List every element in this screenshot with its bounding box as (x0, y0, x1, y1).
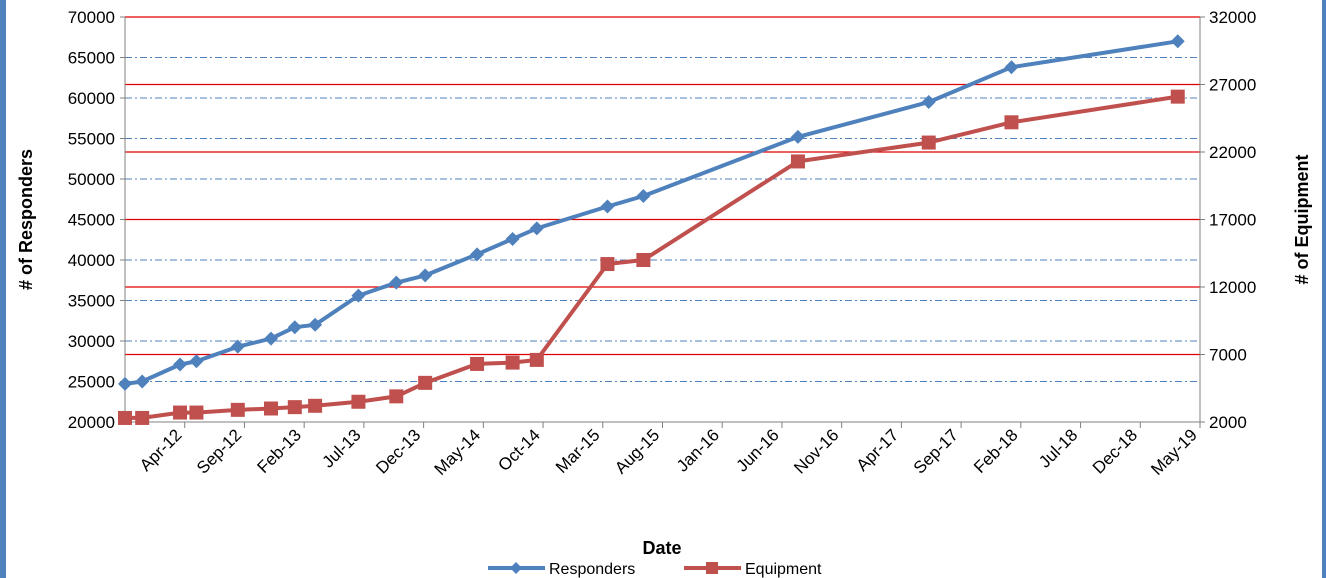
responders-point (1170, 34, 1185, 49)
series-line-equipment (125, 94, 1179, 420)
y-axis-left-title: # of Responders (16, 149, 36, 290)
left-tick-label: 70000 (68, 8, 115, 27)
left-tick-label: 45000 (68, 211, 115, 230)
y-axis-right-title: # of Equipment (1292, 154, 1312, 284)
series-layer (118, 34, 1185, 425)
x-tick-label: Sep-12 (193, 425, 245, 477)
right-tick-label: 7000 (1209, 346, 1247, 365)
left-tick-label: 40000 (68, 251, 115, 270)
x-tick-label: Oct-14 (494, 425, 544, 475)
left-tick-label: 55000 (68, 130, 115, 149)
equipment-point (173, 405, 188, 420)
equipment-point (287, 400, 302, 415)
x-tick-label: Apr-12 (136, 425, 186, 475)
equipment-point (118, 410, 132, 425)
right-tick-label: 22000 (1209, 143, 1256, 162)
responders-point (529, 221, 544, 236)
responders-point (351, 288, 366, 303)
legend-responders-label: Responders (549, 561, 635, 578)
legend: Responders Equipment (488, 561, 822, 578)
equipment-point (529, 352, 544, 367)
left-border-bar (0, 0, 6, 578)
responders-point (921, 95, 936, 110)
responders-point (389, 275, 404, 290)
x-tick-label: May-14 (431, 425, 485, 479)
left-tick-label: 25000 (68, 373, 115, 392)
right-border-bar (1322, 0, 1326, 578)
x-tick-label: Feb-13 (253, 425, 305, 477)
equipment-point (351, 394, 366, 409)
responders-point (230, 339, 245, 354)
equipment-point (921, 135, 936, 150)
equipment-point (389, 389, 404, 404)
left-tick-label: 35000 (68, 292, 115, 311)
responders-point (308, 317, 323, 332)
equipment-point (600, 257, 615, 272)
responders-point (263, 331, 278, 346)
equipment-point (230, 402, 245, 417)
equipment-point (308, 398, 323, 413)
x-tick-label: Dec-13 (372, 425, 424, 477)
equipment-point (790, 154, 805, 169)
responders-point (189, 354, 204, 369)
responders-point (636, 189, 651, 204)
legend-responders-marker (510, 562, 522, 574)
equipment-point (263, 401, 278, 416)
right-tick-label: 32000 (1209, 8, 1256, 27)
right-tick-label: 27000 (1209, 76, 1256, 95)
x-tick-label: Sep-17 (910, 425, 962, 477)
x-tick-label: Jan-16 (673, 425, 723, 475)
responders-point (790, 129, 805, 144)
responders-point (470, 247, 485, 262)
x-tick-label: Dec-18 (1089, 425, 1141, 477)
x-tick-label: Nov-16 (790, 425, 842, 477)
legend-equipment-label: Equipment (745, 561, 822, 578)
equipment-point (189, 405, 204, 420)
x-tick-label: Jun-16 (733, 425, 783, 475)
responders-point (135, 374, 150, 389)
x-tick-label: Feb-18 (970, 425, 1022, 477)
series-line-responders (124, 39, 1179, 386)
equipment-point (505, 355, 520, 370)
x-tick-label: Aug-15 (611, 425, 663, 477)
equipment-point (470, 356, 485, 371)
label-layer: # of Responders # of Equipment Date (16, 149, 1312, 558)
x-tick-label: Mar-15 (552, 425, 604, 477)
responders-point (418, 268, 433, 283)
x-tick-label: May-19 (1147, 425, 1201, 479)
x-tick-label: Apr-17 (853, 425, 903, 475)
left-tick-label: 20000 (68, 413, 115, 432)
x-tick-label: Jul-18 (1035, 425, 1081, 471)
equipment-point (418, 375, 433, 390)
left-tick-label: 65000 (68, 49, 115, 68)
responders-point (505, 231, 520, 246)
equipment-point (1004, 115, 1019, 130)
x-axis-title: Date (642, 538, 681, 558)
responders-point (173, 357, 188, 372)
equipment-point (636, 253, 651, 267)
left-tick-label: 30000 (68, 332, 115, 351)
right-tick-label: 12000 (1209, 278, 1256, 297)
right-tick-label: 17000 (1209, 211, 1256, 230)
grid-layer (125, 16, 1200, 382)
equipment-point (1170, 89, 1185, 104)
responders-point (118, 376, 132, 391)
responders-point (287, 320, 302, 335)
x-tick-label: Jul-13 (319, 425, 365, 471)
responders-point (600, 199, 615, 214)
legend-equipment-marker (706, 562, 718, 574)
responders-point (1004, 60, 1019, 75)
left-tick-label: 50000 (68, 170, 115, 189)
right-tick-label: 2000 (1209, 413, 1247, 432)
left-tick-label: 60000 (68, 89, 115, 108)
equipment-point (135, 410, 150, 425)
